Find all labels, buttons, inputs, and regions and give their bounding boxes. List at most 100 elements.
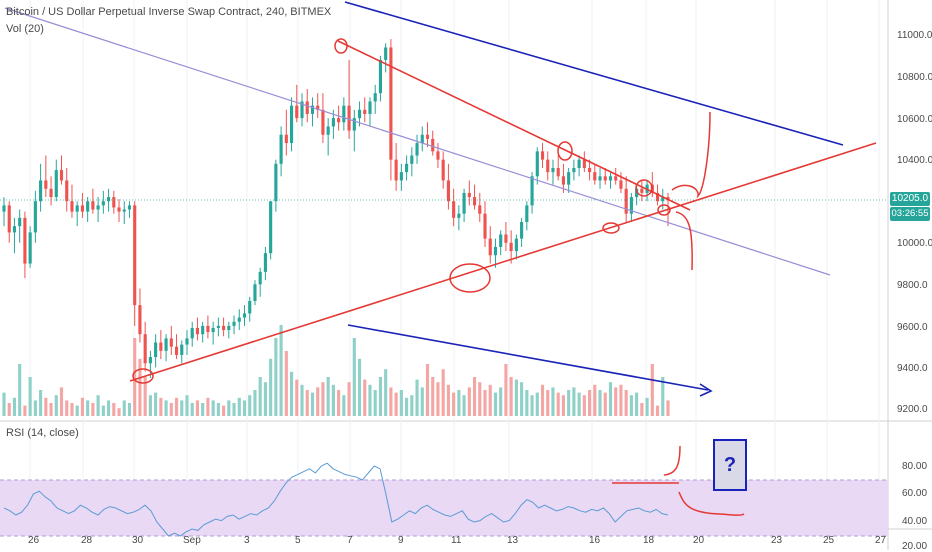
volume-bar: [54, 395, 58, 416]
time-tick: 3: [244, 535, 250, 546]
time-tick: 18: [643, 535, 655, 546]
volume-bar: [368, 384, 372, 416]
candle-body: [509, 242, 513, 252]
candle-body: [488, 238, 492, 256]
volume-bar: [201, 403, 205, 416]
chart-title: Bitcoin / US Dollar Perpetual Inverse Sw…: [6, 6, 332, 18]
candle-body: [222, 325, 226, 331]
volume-bar: [352, 338, 356, 416]
volume-bar: [7, 403, 11, 416]
volume-bar: [378, 377, 383, 416]
volume-bar: [18, 364, 22, 416]
candle-body: [300, 101, 304, 119]
volume-bar: [75, 405, 79, 416]
candle-body: [655, 192, 660, 202]
candle-body: [483, 213, 487, 239]
candle-body: [174, 346, 179, 355]
candle-body: [530, 176, 534, 206]
price-tick: 10800.0: [897, 72, 932, 83]
volume-bar: [509, 377, 513, 416]
volume-bar: [263, 382, 267, 416]
candle-body: [201, 325, 205, 335]
time-tick: Sep: [183, 535, 201, 546]
candle-body: [106, 197, 111, 202]
time-tick: 9: [398, 535, 404, 546]
rsi-tick: 60.00: [902, 488, 928, 499]
candle-body: [54, 170, 58, 198]
candle-body: [535, 151, 539, 177]
volume-bar: [337, 390, 341, 416]
last-price-badge: 10205.0: [890, 192, 930, 206]
candle-body: [75, 205, 79, 212]
candle-body: [65, 180, 69, 202]
candle-body: [190, 327, 194, 339]
candle-body: [629, 197, 633, 214]
volume-bar: [389, 387, 393, 416]
candle-body: [164, 338, 168, 351]
volume-bar: [274, 338, 278, 416]
volume-bar: [253, 390, 257, 416]
candle-body: [352, 118, 356, 131]
time-tick: 30: [132, 535, 144, 546]
candle-body: [258, 271, 262, 285]
volume-bar: [520, 382, 524, 416]
volume-bar: [127, 403, 132, 416]
hand-circle: [334, 38, 348, 54]
volume-bar: [216, 403, 220, 416]
volume-bar: [2, 392, 6, 416]
volume-bar: [567, 390, 571, 416]
volume-bar: [556, 392, 560, 416]
volume-bar: [326, 377, 330, 416]
candle-body: [608, 176, 613, 181]
candle-body: [384, 47, 388, 60]
candle-body: [504, 234, 508, 243]
volume-bar: [472, 377, 477, 416]
candle-body: [567, 172, 571, 185]
volume-bar: [357, 358, 362, 416]
time-tick: 13: [507, 535, 519, 546]
rsi-tick: 80.00: [902, 461, 928, 472]
volume-bar: [143, 377, 147, 416]
candle-body: [316, 105, 320, 110]
volume-bar: [195, 400, 200, 416]
price-tick: 10400.0: [897, 155, 932, 166]
volume-bar: [478, 382, 482, 416]
volume-bar: [295, 379, 299, 416]
volume-bar: [666, 400, 670, 416]
candle-body: [232, 321, 236, 326]
rsi-label: RSI (14, close): [6, 427, 79, 439]
candle-body: [269, 201, 273, 254]
volume-bar: [222, 405, 226, 416]
candle-body: [556, 167, 560, 177]
rsi-tick: 40.00: [902, 516, 928, 527]
candle-body: [206, 325, 210, 333]
candle-body: [514, 238, 518, 252]
red-support-line: [129, 142, 877, 382]
volume-bar: [39, 390, 43, 416]
volume-bar: [49, 403, 53, 416]
candle-body: [598, 176, 602, 181]
volume-bar: [483, 390, 487, 416]
volume-bar: [164, 400, 168, 416]
price-tick: 10000.0: [897, 238, 932, 249]
volume-bar: [535, 392, 539, 416]
candle-body: [185, 338, 189, 345]
volume-bar: [310, 392, 315, 416]
candle-body: [28, 232, 32, 264]
volume-bar: [394, 392, 398, 416]
candle-body: [331, 118, 335, 127]
volume-bar: [206, 397, 210, 416]
rsi-down-projection: [678, 491, 745, 516]
rsi-up-projection: [663, 445, 681, 476]
candle-body: [373, 93, 377, 102]
candle-body: [12, 226, 17, 233]
volume-bar: [588, 390, 592, 416]
candle-body: [248, 300, 252, 314]
candle-body: [295, 105, 299, 119]
volume-bar: [33, 400, 37, 416]
price-tick: 9200.0: [897, 404, 928, 415]
volume-bar: [514, 379, 518, 416]
volume-bar: [284, 351, 288, 416]
volume-bar: [635, 392, 639, 416]
